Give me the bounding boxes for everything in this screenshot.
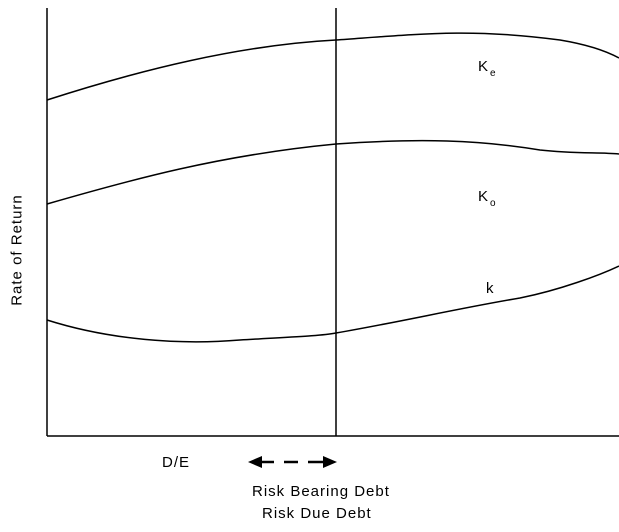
annotation-risk-bearing-debt: Risk Bearing Debt — [252, 483, 390, 500]
curve-k-label-main: k — [486, 280, 495, 297]
double-headed-dashed-arrow-icon — [248, 456, 337, 468]
annotation-risk-due-debt: Risk Due Debt — [262, 505, 372, 522]
curve-ke-label-main: K — [478, 58, 490, 75]
curve-ko-label-main: K — [478, 188, 490, 205]
x-axis-label: D/E — [162, 454, 191, 471]
curve-ke — [46, 32, 619, 101]
curve-ke-label: Ke — [478, 58, 496, 79]
curve-ko-label: Ko — [478, 188, 496, 209]
curve-ke-label-subscript: e — [490, 68, 497, 79]
y-axis-label: Rate of Return — [8, 194, 26, 306]
curve-ko — [46, 139, 619, 205]
curve-k-label: k — [486, 280, 495, 297]
curve-k — [46, 265, 619, 343]
curve-ko-label-subscript: o — [490, 198, 497, 209]
